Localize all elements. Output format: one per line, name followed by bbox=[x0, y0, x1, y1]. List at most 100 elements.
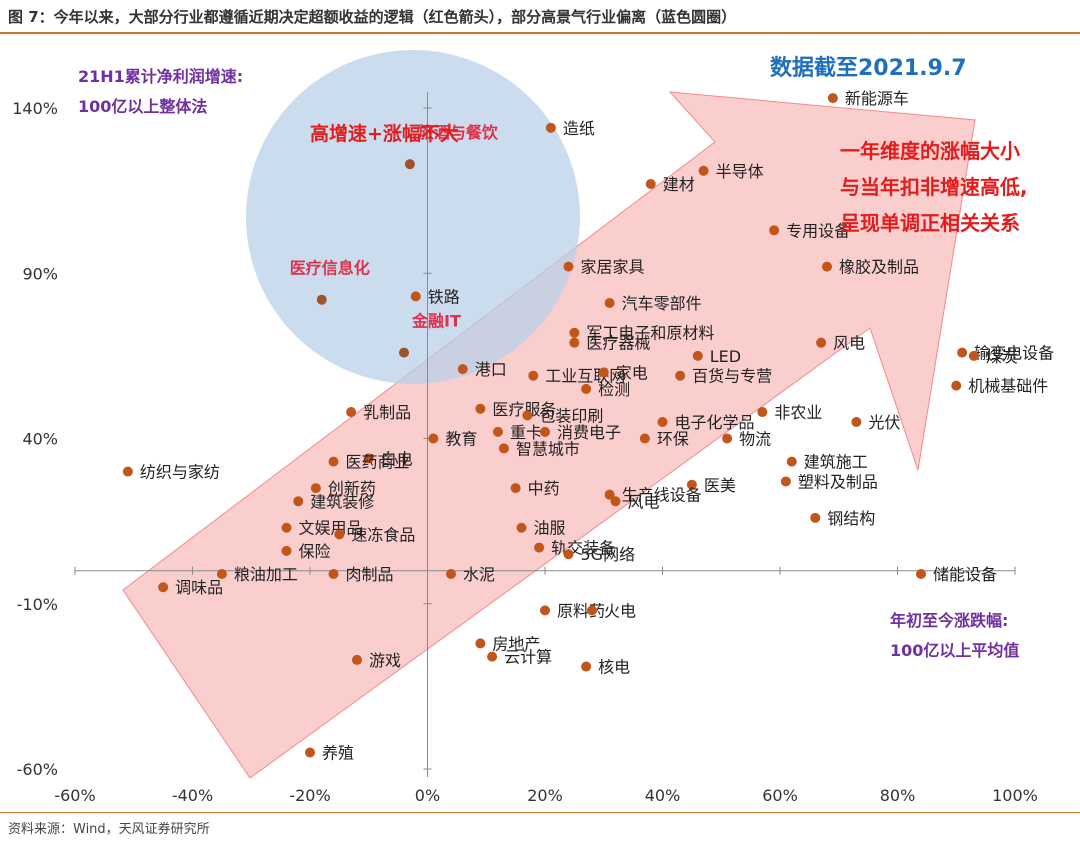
y-axis-note: 100亿以上整体法 bbox=[78, 97, 207, 116]
x-tick-label: -40% bbox=[172, 786, 213, 805]
figure-title: 图 7：今年以来，大部分行业都遵循近期决定超额收益的逻辑（红色箭头），部分高景气… bbox=[8, 8, 737, 26]
point-label: 建材 bbox=[663, 175, 695, 194]
point-label: 风电 bbox=[833, 334, 865, 353]
data-point bbox=[698, 165, 709, 176]
point-label: 铁路 bbox=[428, 287, 460, 306]
point-label: 文娱用品 bbox=[299, 519, 363, 538]
point-label: 新能源车 bbox=[845, 89, 909, 108]
data-point bbox=[428, 433, 439, 444]
data-point bbox=[122, 466, 133, 477]
source-divider bbox=[0, 812, 1080, 813]
point-label: 环保 bbox=[657, 430, 689, 449]
data-point bbox=[916, 569, 926, 580]
x-tick-label: 60% bbox=[762, 786, 798, 805]
point-label: 建筑施工 bbox=[804, 453, 868, 472]
data-point bbox=[604, 489, 615, 500]
point-label: 塑料及制品 bbox=[798, 472, 878, 491]
data-point bbox=[316, 294, 327, 305]
data-point bbox=[310, 483, 321, 494]
data-point bbox=[475, 638, 486, 649]
data-point bbox=[957, 347, 968, 358]
figure-title-bar: 图 7：今年以来，大部分行业都遵循近期决定超额收益的逻辑（红色箭头），部分高景气… bbox=[0, 0, 1080, 34]
point-label: 消费电子 bbox=[557, 423, 621, 442]
data-point bbox=[587, 605, 597, 616]
data-point bbox=[528, 370, 539, 381]
data-point bbox=[516, 522, 527, 533]
x-tick-label: -60% bbox=[54, 786, 95, 805]
data-point bbox=[769, 225, 780, 236]
x-tick-label: 0% bbox=[415, 786, 440, 805]
circle-annotation: 高增速+涨幅不大 bbox=[310, 122, 459, 145]
point-label: 乳制品 bbox=[363, 403, 411, 422]
y-tick-label: 90% bbox=[22, 264, 58, 283]
point-label: 输变电设备 bbox=[974, 344, 1054, 363]
point-label: 非农业 bbox=[774, 403, 822, 422]
data-point bbox=[534, 542, 545, 553]
data-point bbox=[475, 403, 486, 414]
data-date-note: 数据截至2021.9.7 bbox=[770, 55, 967, 81]
y-tick-label: -10% bbox=[17, 595, 58, 614]
data-point bbox=[786, 456, 797, 467]
point-label: 储能设备 bbox=[933, 565, 997, 584]
data-point bbox=[158, 582, 169, 593]
data-point bbox=[399, 347, 409, 358]
point-label: 医美 bbox=[704, 476, 736, 495]
data-point bbox=[657, 416, 668, 427]
data-point bbox=[816, 337, 827, 348]
point-label: 光伏 bbox=[868, 413, 900, 432]
point-label: 房地产 bbox=[492, 634, 540, 653]
point-label: 专用设备 bbox=[786, 221, 850, 240]
data-point bbox=[780, 476, 791, 487]
data-point bbox=[540, 426, 550, 437]
highlight-label: 金融IT bbox=[411, 312, 461, 331]
point-label: 百货与专营 bbox=[692, 367, 772, 386]
data-point bbox=[328, 456, 339, 467]
point-label: 医药商业 bbox=[346, 453, 410, 472]
highlight-circle bbox=[246, 50, 580, 384]
point-label: 检测 bbox=[598, 380, 630, 399]
x-tick-label: 40% bbox=[645, 786, 681, 805]
highlight-label: 旅酒与餐饮 bbox=[418, 123, 499, 142]
data-point bbox=[810, 512, 821, 523]
point-label: 火电 bbox=[604, 601, 636, 620]
data-point bbox=[722, 433, 733, 444]
data-point bbox=[487, 651, 498, 662]
data-point bbox=[352, 654, 362, 665]
point-label: 风电 bbox=[628, 492, 660, 511]
data-point bbox=[446, 569, 456, 580]
point-label: 家电 bbox=[616, 363, 648, 382]
point-label: 调味品 bbox=[175, 578, 223, 597]
data-point bbox=[540, 605, 550, 616]
point-label: 生产线设备 bbox=[622, 486, 702, 505]
point-label: 机械基础件 bbox=[968, 377, 1048, 396]
data-point bbox=[510, 483, 521, 494]
x-axis-note: 年初至今涨跌幅: bbox=[890, 611, 1008, 630]
point-label: 汽车零部件 bbox=[622, 294, 702, 313]
arrow-annotation: 与当年扣非增速高低, bbox=[840, 175, 1028, 199]
data-point bbox=[639, 433, 650, 444]
data-point bbox=[493, 426, 503, 437]
data-point bbox=[581, 661, 592, 672]
point-label: 水泥 bbox=[463, 565, 495, 584]
y-tick-label: 140% bbox=[12, 99, 58, 118]
point-label: 核电 bbox=[598, 658, 630, 677]
data-point bbox=[281, 522, 292, 533]
data-point bbox=[757, 407, 768, 418]
data-point bbox=[692, 350, 703, 361]
point-label: 云计算 bbox=[504, 648, 552, 667]
data-point bbox=[686, 479, 697, 490]
y-tick-label: -60% bbox=[17, 760, 58, 779]
data-point bbox=[968, 350, 979, 361]
data-point bbox=[281, 545, 292, 556]
point-label: 钢结构 bbox=[827, 509, 875, 528]
data-point bbox=[563, 549, 574, 560]
x-axis-note: 100亿以上平均值 bbox=[890, 641, 1019, 660]
data-point bbox=[645, 179, 656, 190]
point-label: 包装印刷 bbox=[539, 406, 603, 425]
data-point bbox=[346, 407, 357, 418]
point-label: 速冻食品 bbox=[351, 525, 415, 544]
data-point bbox=[675, 370, 686, 381]
point-label: 医疗器械 bbox=[586, 334, 650, 353]
point-label: 中药 bbox=[528, 479, 560, 498]
data-point bbox=[216, 569, 227, 580]
